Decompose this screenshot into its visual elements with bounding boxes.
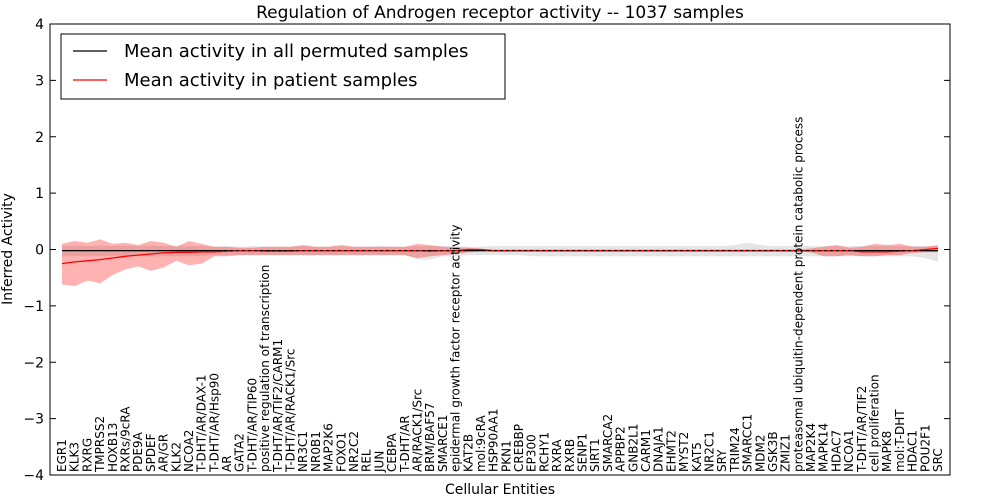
category-label: NR2C2 xyxy=(347,431,361,472)
category-label: EP300 xyxy=(525,434,539,472)
legend-box xyxy=(60,33,506,100)
category-label: positive regulation of transcription xyxy=(258,265,272,472)
category-label: KLK3 xyxy=(68,442,82,472)
category-label: KLK2 xyxy=(169,442,183,472)
y-tick-label: −1 xyxy=(23,299,44,315)
x-axis-label: Cellular Entities xyxy=(445,482,555,498)
category-label: JUN xyxy=(372,451,386,473)
category-label: BRM/BAF57 xyxy=(423,402,437,472)
band-permuted-samples xyxy=(62,242,938,262)
category-label: SPDEF xyxy=(144,433,158,472)
y-axis-ticks: −4 −3 −2 −1 0 1 2 3 4 xyxy=(23,17,950,484)
category-label: T-DHT/AR/TIF2 xyxy=(855,386,869,473)
category-label: GSK3B xyxy=(766,431,780,472)
category-label: epidermal growth factor receptor activit… xyxy=(449,225,463,472)
category-label: APPBP2 xyxy=(614,426,628,472)
category-label: TMPRSS2 xyxy=(93,416,107,473)
y-tick-label: −4 xyxy=(23,468,44,484)
category-label: T-DHT/AR/DAX-1 xyxy=(195,374,209,473)
category-label: SENP1 xyxy=(576,433,590,472)
category-label: NCOA2 xyxy=(182,430,196,472)
category-label: T-DHT/AR/TIF2/CARM1 xyxy=(271,339,285,473)
series-lines xyxy=(61,247,939,265)
category-label: MAP2K4 xyxy=(804,423,818,472)
category-label: SIRT1 xyxy=(588,438,602,472)
category-label: POU2F1 xyxy=(918,424,932,472)
legend: Mean activity in all permuted samples Me… xyxy=(60,33,506,100)
category-label: RXRB xyxy=(563,439,577,472)
category-label: HSP90AA1 xyxy=(487,409,501,473)
category-label: MDM2 xyxy=(753,434,767,472)
plot-frame xyxy=(49,23,951,476)
category-label: RCHY1 xyxy=(537,432,551,472)
category-label: ZMIZ1 xyxy=(779,434,793,472)
category-label: MAPK8 xyxy=(880,431,894,472)
category-label: MAP2K6 xyxy=(322,423,336,472)
category-label: T-DHT/AR xyxy=(398,415,412,473)
category-label: HDAC7 xyxy=(829,430,843,472)
y-tick-label: 1 xyxy=(35,186,44,202)
category-label: CARM1 xyxy=(639,429,653,472)
category-label: T-DHT/AR/RACK1/Src xyxy=(284,349,298,473)
category-label: mol:9cRA xyxy=(474,415,488,472)
category-label: HDAC1 xyxy=(906,430,920,472)
category-label: SRY xyxy=(715,449,729,472)
category-label: NCOA1 xyxy=(842,430,856,472)
category-label: SMARCC1 xyxy=(741,414,755,472)
y-tick-label: 2 xyxy=(35,130,44,146)
y-tick-label: −2 xyxy=(23,355,44,371)
category-label: AR xyxy=(220,455,234,472)
category-label: MYST2 xyxy=(677,432,691,472)
category-label: NR3C1 xyxy=(296,431,310,472)
confidence-bands xyxy=(62,239,938,287)
category-label: DNAJA1 xyxy=(652,426,666,472)
category-label: GNB2L1 xyxy=(626,424,640,472)
category-label: RXRA xyxy=(550,439,564,472)
y-tick-label: 4 xyxy=(35,17,44,33)
y-tick-label: 0 xyxy=(35,243,44,259)
category-label: CREBBP xyxy=(512,424,526,472)
y-axis-label: Inferred Activity xyxy=(0,193,16,305)
legend-label-patient: Mean activity in patient samples xyxy=(124,70,418,91)
category-label: EGR1 xyxy=(55,439,69,472)
category-label: KAT2B xyxy=(461,434,475,472)
category-label: mol:T-DHT xyxy=(893,409,907,472)
y-tick-label: 3 xyxy=(35,73,44,89)
category-label: HOXB13 xyxy=(106,423,120,472)
category-label: T-DHT/AR/Hsp90 xyxy=(207,373,221,473)
category-label: REL xyxy=(360,449,374,472)
category-label: FOXO1 xyxy=(334,432,348,472)
category-label: NR0B1 xyxy=(309,431,323,472)
category-label: RXRG xyxy=(80,438,94,472)
category-label: SMARCE1 xyxy=(436,415,450,473)
legend-label-permuted: Mean activity in all permuted samples xyxy=(124,41,468,62)
category-label: MAPK14 xyxy=(817,423,831,472)
category-label: PKN1 xyxy=(499,440,513,472)
category-label: SRC xyxy=(931,448,945,472)
category-label: NR2C1 xyxy=(703,431,717,472)
category-label: AR/RACK1/Src xyxy=(411,389,425,472)
category-label: AR/GR xyxy=(157,434,171,472)
category-label: PDE9A xyxy=(131,431,145,472)
category-label: SMARCA2 xyxy=(601,414,615,472)
category-label: EHMT2 xyxy=(664,430,678,472)
category-label: CEBPA xyxy=(385,432,399,472)
category-label: KAT5 xyxy=(690,442,704,472)
category-label: proteasomal ubiquitin-dependent protein … xyxy=(791,117,805,472)
category-label: RXRs/9cRA xyxy=(119,406,133,472)
category-label: T-DHT/AR/TIP60 xyxy=(245,378,259,473)
x-axis-category-labels: EGR1KLK3RXRGTMPRSS2HOXB13RXRs/9cRAPDE9AS… xyxy=(55,117,945,473)
category-label: cell proliferation xyxy=(868,374,882,472)
y-tick-label: −3 xyxy=(23,412,44,428)
category-label: GATA2 xyxy=(233,433,247,472)
chart-title: Regulation of Androgen receptor activity… xyxy=(256,3,744,23)
category-label: TRIM24 xyxy=(728,427,742,473)
